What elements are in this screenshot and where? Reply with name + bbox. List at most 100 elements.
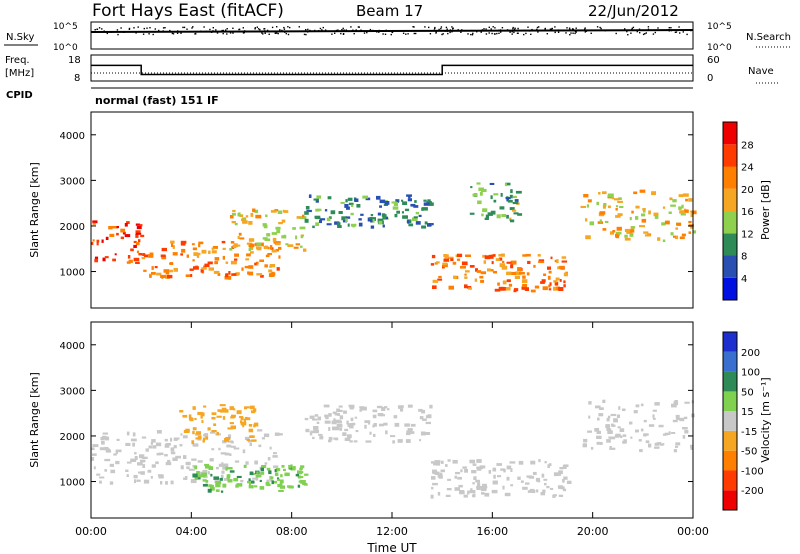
heatmap-cell [93,466,96,470]
heatmap-cell [112,226,118,229]
heatmap-cell [522,275,526,279]
heatmap-cell [246,253,251,257]
heatmap-cell [99,447,105,451]
heatmap-cell [606,428,611,431]
heatmap-cell [692,230,697,234]
heatmap-cell [248,248,251,251]
heatmap-cell [195,437,201,440]
heatmap-cell [502,260,505,263]
colorbar-swatch [723,430,737,451]
noise-point [96,28,99,30]
noise-point [390,33,392,36]
heatmap-cell [346,206,350,210]
noise-point [264,32,266,34]
heatmap-cell [670,232,674,236]
heatmap-cell [401,199,404,202]
noise-point [341,29,343,31]
heatmap-cell [239,214,244,217]
heatmap-cell [510,468,513,472]
heatmap-cell [314,414,319,417]
noise-point [343,29,345,31]
heatmap-cell [257,429,263,432]
heatmap-cell [185,476,188,480]
heatmap-cell [542,489,546,493]
heatmap-cell [263,245,269,250]
heatmap-cell [345,199,348,203]
heatmap-cell [506,279,511,283]
heatmap-cell [240,479,244,483]
heatmap-cell [265,254,270,258]
heatmap-cell [222,416,226,420]
heatmap-cell [130,248,134,252]
heatmap-cell [482,483,487,487]
velocity-panel: 1000 2000 3000 4000 Slant Range [km] -200 -1… [28,321,772,554]
heatmap-cell [216,415,222,418]
heatmap-cell [165,461,172,466]
noise-point [229,32,232,34]
heatmap-cell [482,208,488,213]
nave-label: Nave [748,66,774,77]
heatmap-cell [319,219,322,224]
heatmap-cell [115,449,122,453]
heatmap-cell [218,463,225,467]
heatmap-cell [602,228,607,231]
heatmap-cell [231,441,234,444]
noise-point [435,32,437,34]
heatmap-cell [143,479,150,484]
heatmap-cell [662,239,666,242]
heatmap-cell [622,434,627,437]
heatmap-cell [188,414,192,418]
heatmap-cell [360,406,364,410]
heatmap-cell [299,467,303,471]
heatmap-cell [227,479,233,483]
noise-point [262,33,264,35]
heatmap-cell [381,213,386,217]
heatmap-cell [498,257,503,261]
noise-point [277,32,279,35]
heatmap-cell [165,481,168,485]
velocity-y-axis: 1000 2000 3000 4000 [60,341,693,489]
noise-point [321,29,323,31]
noise-point [544,28,546,30]
heatmap-cell [283,468,286,472]
noise-point [668,27,670,29]
heatmap-cell [553,472,560,477]
heatmap-cell [136,226,142,230]
heatmap-cell [143,269,147,272]
heatmap-cell [477,482,481,487]
velocity-y-label: Slant Range [km] [28,372,41,468]
heatmap-cell [517,213,523,216]
heatmap-cell [678,194,684,198]
noise-point [128,28,131,30]
heatmap-cell [193,266,199,270]
heatmap-cell [448,256,454,259]
noise-point [222,32,224,35]
noise-point [627,34,629,36]
heatmap-cell [170,447,175,452]
heatmap-cell [186,466,190,470]
heatmap-cell [237,212,241,217]
heatmap-cell [91,447,95,451]
heatmap-cell [394,213,398,218]
noise-point [94,29,96,31]
heatmap-cell [236,410,242,415]
heatmap-cell [504,492,511,497]
heatmap-cell [396,210,400,214]
heatmap-cell [382,216,385,220]
freq-right-tick-low: 0 [707,73,713,84]
colorbar-swatch [723,144,737,167]
heatmap-cell [191,458,197,461]
heatmap-cell [455,471,460,475]
heatmap-cell [384,406,388,409]
heatmap-cell [562,479,565,483]
x-tick-label: 16:00 [476,525,508,538]
heatmap-cell [319,436,324,440]
heatmap-cell [126,461,132,464]
heatmap-cell [364,420,371,424]
heatmap-cell [201,420,204,423]
heatmap-cell [274,472,279,477]
heatmap-cell [556,259,559,264]
heatmap-cell [139,454,145,459]
heatmap-cell [225,409,229,413]
heatmap-cell [348,202,354,206]
